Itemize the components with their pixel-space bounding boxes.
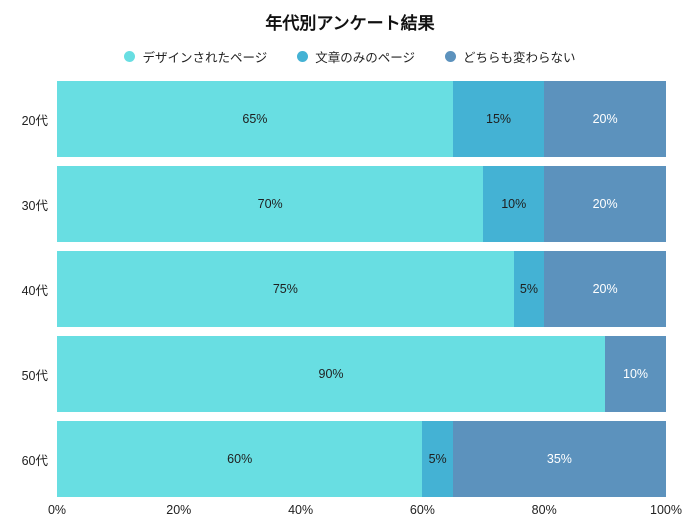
bar-segment: 35%	[452, 421, 666, 497]
legend-dot-icon	[124, 51, 136, 62]
category-label: 40代	[21, 283, 48, 298]
x-axis-tick-label: 80%	[531, 503, 557, 517]
category-label: 60代	[21, 453, 48, 468]
bar-value-label: 20%	[592, 112, 618, 126]
stacked-bar: 75% 5% 20%	[57, 251, 666, 327]
legend-item[interactable]: 文章のみのページ	[297, 47, 415, 66]
bar-value-label: 70%	[257, 197, 283, 211]
legend-item[interactable]: どちらも変わらない	[445, 47, 576, 66]
bar-value-label: 5%	[428, 452, 447, 466]
x-axis-tick-label: 0%	[47, 503, 67, 517]
x-axis-tick-label: 40%	[288, 503, 314, 517]
category-label: 50代	[21, 368, 48, 383]
legend-label: どちらも変わらない	[463, 51, 576, 65]
stacked-bar: 60% 5% 35%	[57, 421, 666, 497]
bar-value-label: 5%	[519, 282, 538, 296]
x-axis-tick-label: 20%	[166, 503, 192, 517]
bar-segment: 90%	[57, 336, 606, 412]
bar-segment: 70%	[57, 166, 484, 242]
bar-segment: 5%	[513, 251, 545, 327]
bar-segment: 75%	[57, 251, 514, 327]
stacked-bar: 90% 10%	[57, 336, 666, 412]
legend-item[interactable]: デザインされたページ	[124, 47, 267, 66]
bar-segment: 15%	[452, 81, 545, 157]
bar-value-label: 10%	[623, 367, 649, 381]
bar-value-label: 90%	[318, 367, 344, 381]
bar-segment: 20%	[544, 166, 666, 242]
x-axis-tick-label: 60%	[409, 503, 435, 517]
category-label: 30代	[21, 198, 48, 213]
bar-value-label: 15%	[486, 112, 512, 126]
legend-label: 文章のみのページ	[315, 51, 415, 65]
bar-row: 20代 65% 15% 20%	[0, 81, 666, 157]
bar-segment: 10%	[605, 336, 666, 412]
bar-value-label: 60%	[227, 452, 253, 466]
bar-value-label: 35%	[546, 452, 572, 466]
stacked-bar: 65% 15% 20%	[57, 81, 666, 157]
legend-label: デザインされたページ	[142, 51, 268, 65]
bar-segment: 60%	[57, 421, 423, 497]
bar-segment: 10%	[483, 166, 545, 242]
stacked-bar: 70% 10% 20%	[57, 166, 666, 242]
legend: デザインされたページ 文章のみのページ どちらも変わらない	[0, 47, 700, 66]
bar-segment: 5%	[422, 421, 453, 497]
bar-value-label: 65%	[242, 112, 268, 126]
bar-row: 50代 90% 10%	[0, 336, 666, 412]
bar-rows: 20代 65% 15% 20% 30代 70% 10% 20% 40代 75% 5% 20% 50代 90…	[0, 81, 666, 497]
bar-segment: 20%	[544, 81, 666, 157]
legend-dot-icon	[445, 51, 456, 62]
bar-value-label: 10%	[501, 197, 527, 211]
bar-segment: 20%	[544, 251, 666, 327]
bar-row: 60代 60% 5% 35%	[0, 421, 666, 497]
bar-value-label: 20%	[592, 197, 618, 211]
bar-row: 40代 75% 5% 20%	[0, 251, 666, 327]
legend-dot-icon	[297, 51, 309, 62]
category-label: 20代	[21, 113, 48, 128]
x-axis-tick-label: 100%	[650, 503, 682, 517]
x-axis: 0% 20% 40% 60% 80% 100%	[48, 503, 682, 521]
bar-value-label: 75%	[272, 282, 298, 296]
bar-value-label: 20%	[592, 282, 618, 296]
bar-segment: 65%	[57, 81, 453, 157]
bar-row: 30代 70% 10% 20%	[0, 166, 666, 242]
chart-title: 年代別アンケート結果	[265, 14, 435, 33]
